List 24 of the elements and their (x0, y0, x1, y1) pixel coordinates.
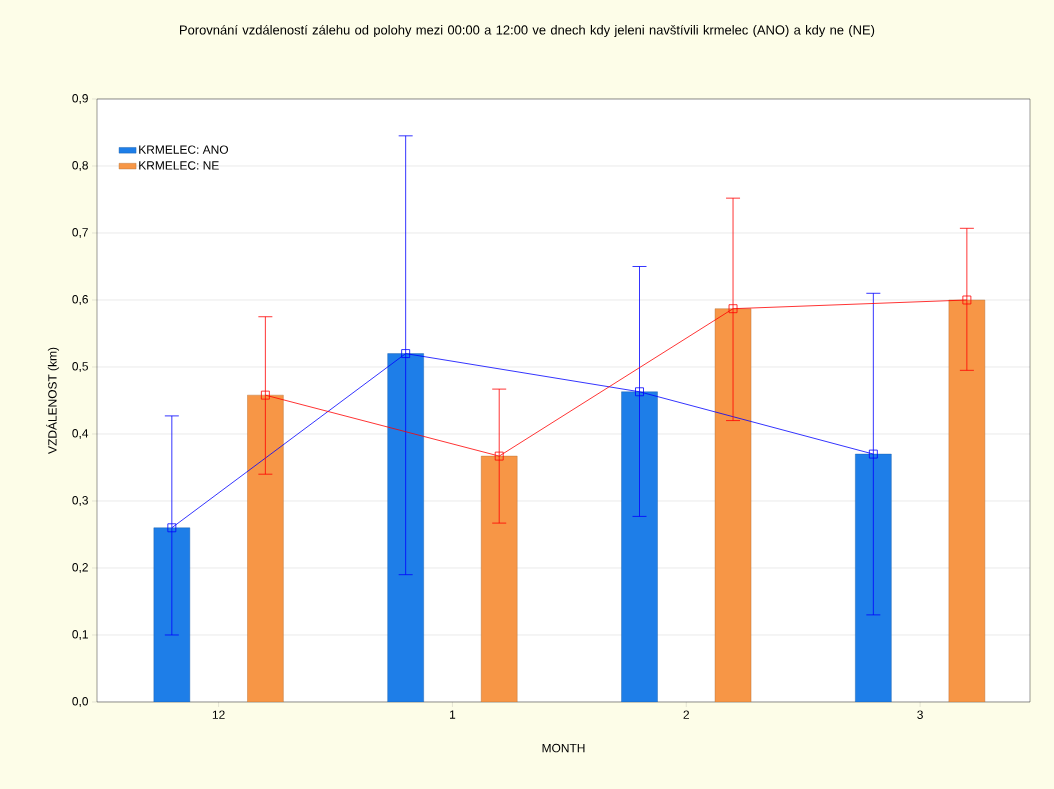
y-tick-label: 0,7 (72, 228, 88, 238)
y-tick-label: 0,4 (72, 429, 89, 439)
y-tick-label: 0,3 (72, 496, 88, 506)
bar (621, 391, 658, 702)
y-tick-label: 0,1 (72, 630, 88, 640)
x-tick-label: 3 (917, 710, 923, 719)
bar (481, 455, 518, 702)
x-tick-label: 1 (450, 710, 456, 719)
legend-label: KRMELEC: NE (139, 161, 219, 170)
bar (714, 308, 752, 702)
y-tick-label: 0,9 (72, 94, 88, 104)
chart-title: Porovnání vzdáleností zálehu od polohy mezi 00:00 a 12:00 ve dnech kdy jeleni navštívili krmelec (ANO) a kdy ne (NE) (180, 24, 875, 38)
y-tick-label: 0,5 (72, 362, 88, 372)
x-tick-label: 2 (683, 710, 689, 719)
y-tick-label: 0,0 (72, 697, 89, 707)
legend-label: KRMELEC: ANO (139, 145, 229, 154)
x-axis-title: MONTH (542, 743, 585, 753)
bar (247, 394, 284, 702)
y-axis-title: VZDÁLENOST (km) (46, 347, 60, 454)
y-tick-label: 0,2 (72, 563, 88, 573)
bar (948, 299, 986, 702)
y-tick-label: 0,6 (72, 295, 88, 305)
x-tick-label: 12 (212, 710, 225, 719)
y-tick-label: 0,8 (72, 161, 88, 171)
